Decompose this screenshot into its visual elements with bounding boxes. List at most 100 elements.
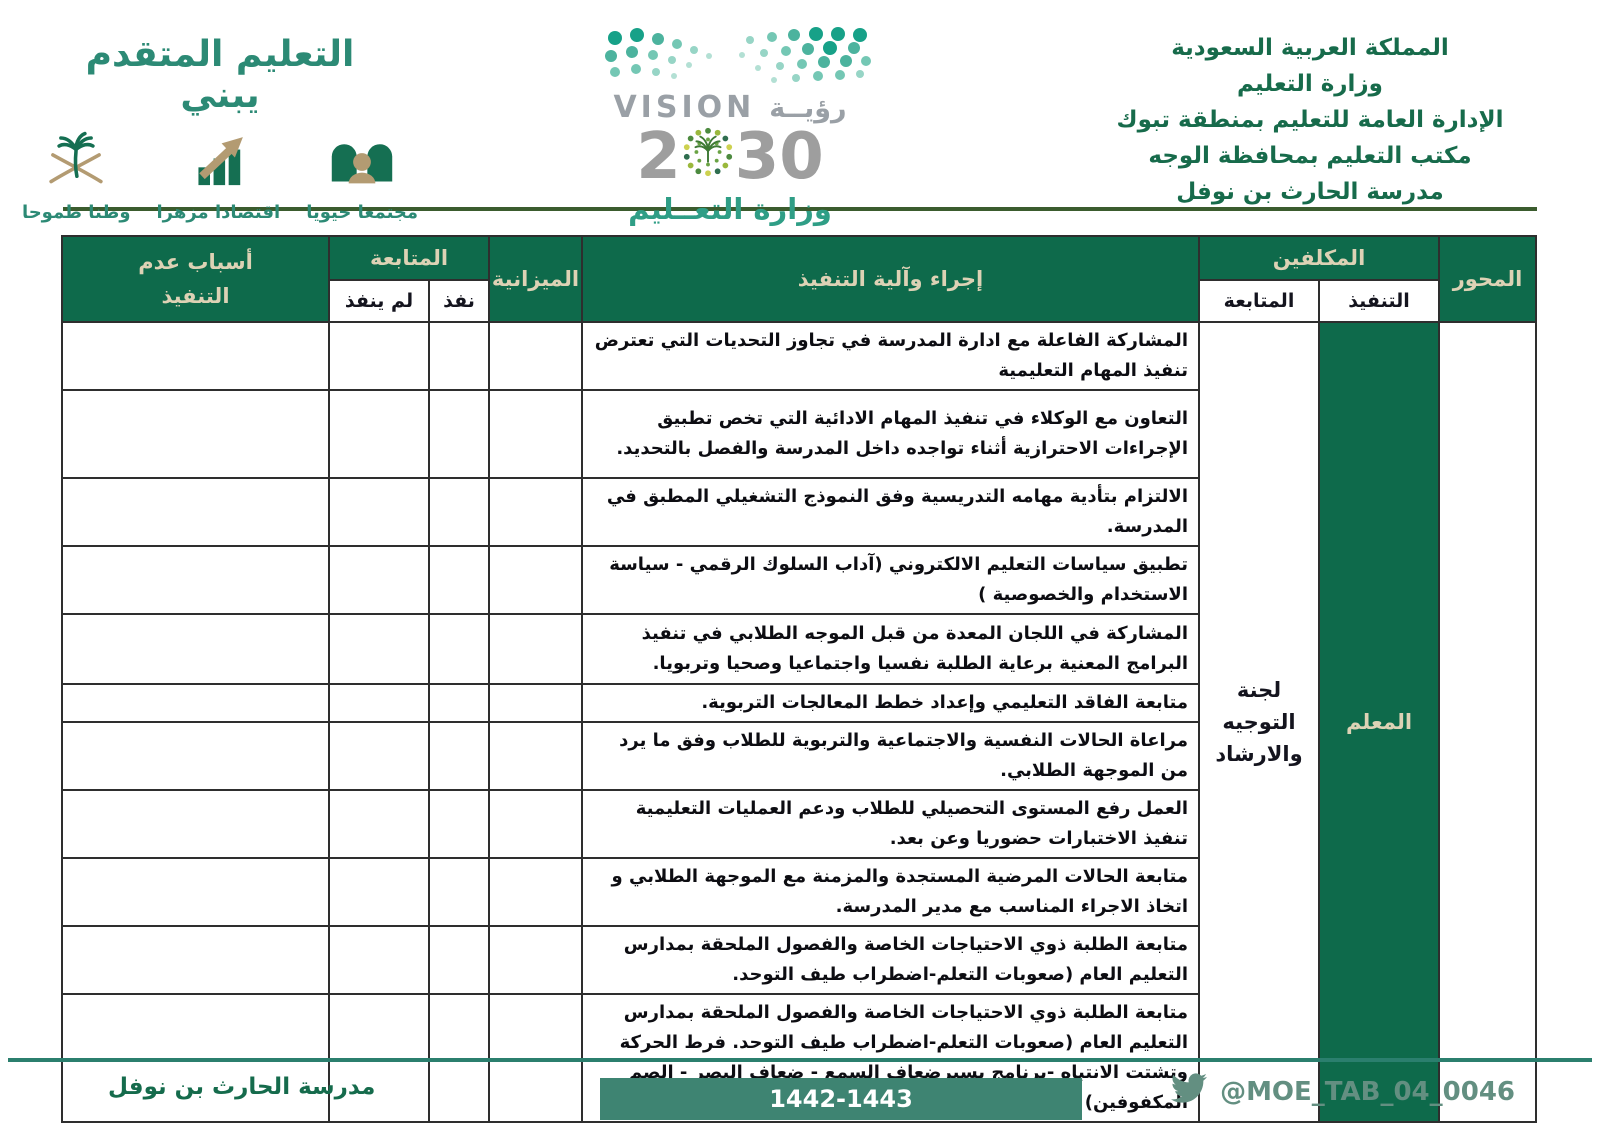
not-done-cell [328,683,430,723]
not-done-cell [328,613,430,685]
table-row: العمل رفع المستوى التحصيلي للطلاب ودعم ا… [61,789,1536,859]
header-reasons: أسباب عدم التنفيذ [61,235,330,323]
table-row: الالتزام بتأدية مهامه التدريسية وفق النم… [61,477,1536,547]
table-row: متابعة الحالات المرضية المستجدة والمزمنة… [61,857,1536,927]
reasons-cell [61,925,330,995]
vision-wordmark: VISION رؤيــة [560,90,900,125]
ministry-header-block: المملكة العربية السعودية وزارة التعليم ا… [1060,22,1560,210]
ministry-line-ministry: وزارة التعليم [1237,71,1383,97]
procedure-cell: المشاركة الفاعلة مع ادارة المدرسة في تجا… [581,321,1200,391]
table-row: المعلم لجنة التوجيه والارشاد المشاركة ال… [61,321,1537,1123]
budget-cell [488,721,583,791]
vision-text-en: VISION [613,90,756,125]
reasons-cell [61,683,330,723]
budget-cell [488,789,583,859]
pillar-thriving-economy: اقتصادا مزهرا [156,130,281,223]
economy-chart-icon [180,130,256,198]
done-cell [428,613,490,685]
not-done-cell [328,789,430,859]
vision-text-ar: رؤيــة [769,93,847,124]
budget-cell [488,321,583,391]
procedure-cell: المشاركة في اللجان المعدة من قبل الموجه … [581,613,1200,685]
vision-2030-year: 2 30 [560,119,900,194]
pillar-ambitious-nation: وطنا طموحا [22,130,131,223]
axis-cell [1438,321,1537,1123]
done-cell [428,477,490,547]
ministry-line-school: مدرسة الحارث بن نوفل [1176,179,1444,205]
twitter-handle: @MOE_TAB_04_0046 [1220,1076,1515,1107]
table-row: تطبيق سياسات التعليم الالكتروني (آداب ال… [61,545,1536,615]
footer-year-badge: 1442-1443 [600,1078,1082,1120]
pillar-vibrant-society: مجتمعا حيويا [306,130,418,223]
footer-divider-line [8,1058,1592,1062]
nation-palm-swords-icon [38,130,114,198]
footer-school-name: مدرسة الحارث بن نوفل [108,1074,376,1100]
reasons-cell [61,477,330,547]
header-followup: المتابعة [1198,279,1320,323]
pillar-nation-label: وطنا طموحا [21,202,131,223]
table-row: المشاركة في اللجان المعدة من قبل الموجه … [61,613,1536,685]
footer-twitter: @MOE_TAB_04_0046 [1168,1070,1515,1113]
moe-slogan-logo: التعليم المتقدم يبني مجتمعا حيويا [22,22,418,223]
procedure-cell: متابعة الطلبة ذوي الاحتياجات الخاصة والف… [581,925,1200,995]
table-row: متابعة الطلبة ذوي الاحتياجات الخاصة والف… [61,925,1536,995]
done-cell [428,683,490,723]
procedure-cell: الالتزام بتأدية مهامه التدريسية وفق النم… [581,477,1200,547]
budget-cell [488,477,583,547]
budget-cell [488,857,583,927]
ministry-line-administration: الإدارة العامة للتعليم بمنطقة تبوك [1116,107,1504,133]
procedure-cell: متابعة الفاقد التعليمي وإعداد خطط المعال… [581,683,1200,723]
table-row: متابعة الفاقد التعليمي وإعداد خطط المعال… [61,683,1536,723]
procedure-cell: مراعاة الحالات النفسية والاجتماعية والتر… [581,721,1200,791]
reasons-cell [61,321,330,391]
not-done-cell [328,857,430,927]
twitter-bird-icon [1168,1070,1210,1113]
done-cell [428,321,490,391]
done-cell [428,925,490,995]
page-header: المملكة العربية السعودية وزارة التعليم ا… [0,0,1600,226]
pillar-economy-label: اقتصادا مزهرا [156,202,281,223]
budget-cell [488,683,583,723]
implementation-plan-table: المحور المكلفين إجراء وآلية التنفيذ المي… [61,235,1537,1123]
ministry-line-country: المملكة العربية السعودية [1171,35,1449,61]
table-row: مراعاة الحالات النفسية والاجتماعية والتر… [61,721,1536,791]
pillar-society-label: مجتمعا حيويا [306,202,419,223]
header-done: نفذ [428,279,490,323]
vision-2030-logo: VISION رؤيــة 2 30 [560,22,900,226]
done-cell [428,389,490,479]
followup-assignee-cell: لجنة التوجيه والارشاد [1198,321,1320,1123]
reasons-cell [61,613,330,685]
procedure-cell: متابعة الحالات المرضية المستجدة والمزمنة… [581,857,1200,927]
header-reasons-label: أسباب عدم التنفيذ [138,250,253,308]
reasons-cell [61,721,330,791]
budget-cell [488,613,583,685]
reasons-cell [61,389,330,479]
budget-cell [488,925,583,995]
ministry-line-office: مكتب التعليم بمحافظة الوجه [1148,143,1472,169]
done-cell [428,721,490,791]
header-axis: المحور [1438,235,1537,323]
procedure-cell: تطبيق سياسات التعليم الالكتروني (آداب ال… [581,545,1200,615]
budget-cell [488,389,583,479]
page-footer: مدرسة الحارث بن نوفل 1442-1443 @MOE_TAB_… [0,1058,1600,1131]
header-execution: التنفيذ [1318,279,1440,323]
saudi-palm-emblem-icon [681,125,735,188]
not-done-cell [328,389,430,479]
year-digit-2: 2 [636,119,681,194]
done-cell [428,545,490,615]
not-done-cell [328,545,430,615]
done-cell [428,857,490,927]
execution-assignee-cell: المعلم [1318,321,1440,1123]
header-not-done: لم ينفذ [328,279,430,323]
slogan-text: التعليم المتقدم يبني [85,34,355,116]
year-digits-30: 30 [734,119,824,194]
not-done-cell [328,321,430,391]
not-done-cell [328,477,430,547]
vision-dots-icon [570,27,890,88]
header-procedure: إجراء وآلية التنفيذ [581,235,1200,323]
header-tracking: المتابعة [328,235,490,281]
reasons-cell [61,789,330,859]
reasons-cell [61,545,330,615]
procedure-cell: العمل رفع المستوى التحصيلي للطلاب ودعم ا… [581,789,1200,859]
